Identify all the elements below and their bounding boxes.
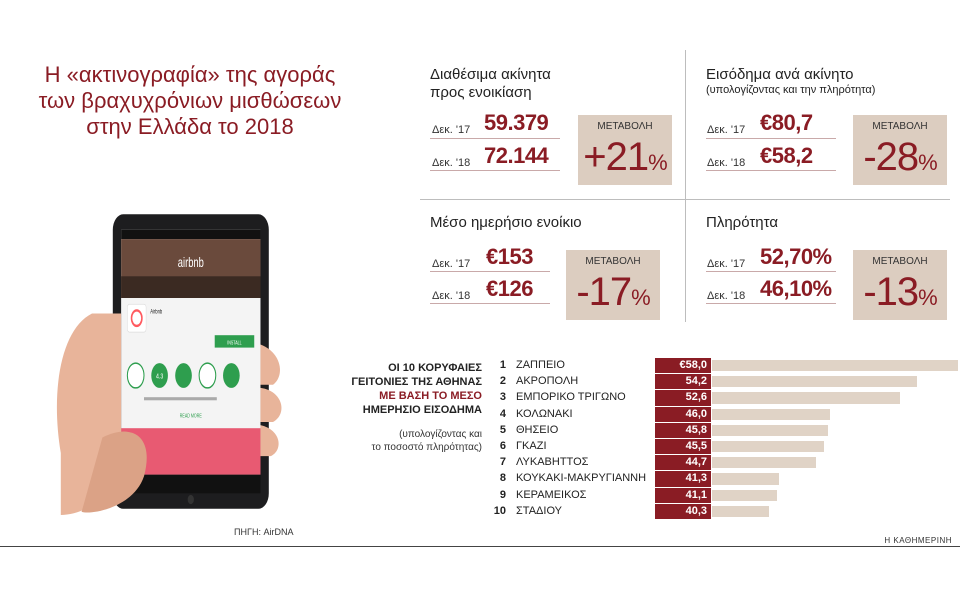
year-label: Δεκ. '17 xyxy=(707,124,746,136)
bar xyxy=(712,392,901,404)
bar xyxy=(712,505,769,517)
stat-subtitle: (υπολογίζοντας και την πληρότητα) xyxy=(706,84,876,96)
change-value: +21% xyxy=(583,135,667,179)
rank-number: 7 xyxy=(499,456,506,469)
hand-icon xyxy=(56,313,282,515)
stat-value: 72.144 xyxy=(484,143,549,168)
value-label: 40,3 xyxy=(655,503,711,519)
app-brand: airbnb xyxy=(178,254,204,270)
ranking-heading: ΟΙ 10 ΚΟΡΥΦΑΙΕΣ ΓΕΙΤΟΝΙΕΣ ΤΗΣ ΑΘΗΝΑΣ ΜΕ … xyxy=(351,362,482,416)
install-button: INSTALL xyxy=(227,340,242,346)
change-value: -17% xyxy=(576,270,650,314)
neighborhood-label: ΚΕΡΑΜΕΙΚΟΣ xyxy=(516,488,587,501)
change-value: -13% xyxy=(863,270,937,314)
stat-value: €126 xyxy=(486,276,533,301)
rating-badge: 4.3 xyxy=(156,373,163,381)
title-line: Η «ακτινογραφία» της αγοράς xyxy=(44,62,336,87)
rank-number: 8 xyxy=(499,472,506,485)
rank-number: 6 xyxy=(499,440,506,452)
value-label: 44,7 xyxy=(655,455,711,471)
divider xyxy=(0,546,960,547)
neighborhood-label: ΚΟΥΚΑΚΙ-ΜΑΚΡΥΓΙΑΝΝΗ xyxy=(516,472,647,485)
neighborhood-label: ΕΜΠΟΡΙΚΟ ΤΡΙΓΩΝΟ xyxy=(516,391,626,404)
bar xyxy=(712,441,825,453)
rank-number: 2 xyxy=(499,375,506,388)
divider xyxy=(430,170,560,171)
neighborhood-label: ΣΤΑΔΙΟΥ xyxy=(516,504,562,517)
app-name: Airbnb xyxy=(150,309,162,316)
year-label: Δεκ. '18 xyxy=(707,157,746,169)
title-line: των βραχυχρόνιων μισθώσεων xyxy=(38,88,342,113)
stat-value: 46,10% xyxy=(760,276,832,301)
neighborhood-label: ΚΟΛΩΝΑΚΙ xyxy=(516,407,573,420)
stat-title: Πληρότητα xyxy=(706,214,778,231)
bar xyxy=(712,360,958,372)
value-label: 41,1 xyxy=(655,487,711,503)
value-label: 54,2 xyxy=(655,374,711,390)
bar xyxy=(712,376,918,388)
divider xyxy=(420,199,950,200)
read-more-link: READ MORE xyxy=(180,413,202,419)
change-label: ΜΕΤΑΒΟΛΗ xyxy=(597,121,653,132)
neighborhood-label: ΖΑΠΠΕΙΟ xyxy=(516,359,565,371)
divider xyxy=(430,138,560,139)
divider xyxy=(706,271,836,272)
stat-title: Διαθέσιμα ακίνητα προς ενοικίαση xyxy=(430,66,551,101)
year-label: Δεκ. '18 xyxy=(432,290,471,302)
rank-number: 1 xyxy=(499,359,506,371)
stat-value: €58,2 xyxy=(760,143,813,168)
year-label: Δεκ. '17 xyxy=(707,258,746,270)
year-label: Δεκ. '17 xyxy=(432,258,471,270)
bar xyxy=(712,473,780,485)
value-label: 41,3 xyxy=(655,471,711,487)
year-label: Δεκ. '17 xyxy=(432,124,471,136)
page-title: Η «ακτινογραφία» της αγοράς των βραχυχρό… xyxy=(20,62,360,140)
divider xyxy=(706,170,836,171)
stat-value: 59.379 xyxy=(484,110,549,135)
source-note: ΠΗΓΗ: AirDNA xyxy=(234,527,294,537)
stat-value: €153 xyxy=(486,244,533,269)
value-label: 52,6 xyxy=(655,390,711,406)
stat-value: 52,70% xyxy=(760,244,832,269)
rank-number: 4 xyxy=(499,407,506,420)
divider xyxy=(706,138,836,139)
value-label: 45,8 xyxy=(655,422,711,438)
year-label: Δεκ. '18 xyxy=(707,290,746,302)
change-box: ΜΕΤΑΒΟΛΗ -17% xyxy=(566,250,660,320)
value-label: 45,5 xyxy=(655,439,711,455)
stat-title: Μέσο ημερήσιο ενοίκιο xyxy=(430,214,582,231)
bar xyxy=(712,489,778,501)
change-box: ΜΕΤΑΒΟΛΗ +21% xyxy=(578,115,672,185)
neighborhood-label: ΓΚΑΖΙ xyxy=(516,440,547,452)
title-line: στην Ελλάδα το 2018 xyxy=(86,114,294,139)
change-box: ΜΕΤΑΒΟΛΗ -13% xyxy=(853,250,947,320)
bar xyxy=(712,457,816,469)
change-label: ΜΕΤΑΒΟΛΗ xyxy=(872,256,928,267)
value-label: €58,0 xyxy=(655,358,711,374)
bar xyxy=(712,424,828,436)
neighborhood-label: ΛΥΚΑΒΗΤΤΟΣ xyxy=(516,456,589,469)
divider xyxy=(430,303,550,304)
change-label: ΜΕΤΑΒΟΛΗ xyxy=(585,256,641,267)
rank-number: 3 xyxy=(499,391,506,404)
rank-number: 9 xyxy=(499,488,506,501)
year-label: Δεκ. '18 xyxy=(432,157,471,169)
divider xyxy=(706,303,836,304)
phone-in-hand-illustration: airbnb Airbnb INSTALL 4.3 READ MORE xyxy=(56,214,282,515)
rank-number: 10 xyxy=(493,504,506,517)
change-value: -28% xyxy=(863,135,937,179)
neighborhood-label: ΘΗΣΕΙΟ xyxy=(516,423,559,436)
neighborhood-label: ΑΚΡΟΠΟΛΗ xyxy=(516,375,579,388)
stat-value: €80,7 xyxy=(760,110,813,135)
publisher-logo: Η ΚΑΘΗΜΕΡΙΝΗ xyxy=(884,536,952,545)
bar xyxy=(712,408,830,420)
value-label: 46,0 xyxy=(655,406,711,422)
stat-title: Εισόδημα ανά ακίνητο xyxy=(706,66,854,83)
divider xyxy=(430,271,550,272)
ranking-note: (υπολογίζοντας και το ποσοστό πληρότητας… xyxy=(371,429,482,453)
rank-number: 5 xyxy=(499,423,506,436)
divider xyxy=(685,50,686,322)
change-label: ΜΕΤΑΒΟΛΗ xyxy=(872,121,928,132)
change-box: ΜΕΤΑΒΟΛΗ -28% xyxy=(853,115,947,185)
